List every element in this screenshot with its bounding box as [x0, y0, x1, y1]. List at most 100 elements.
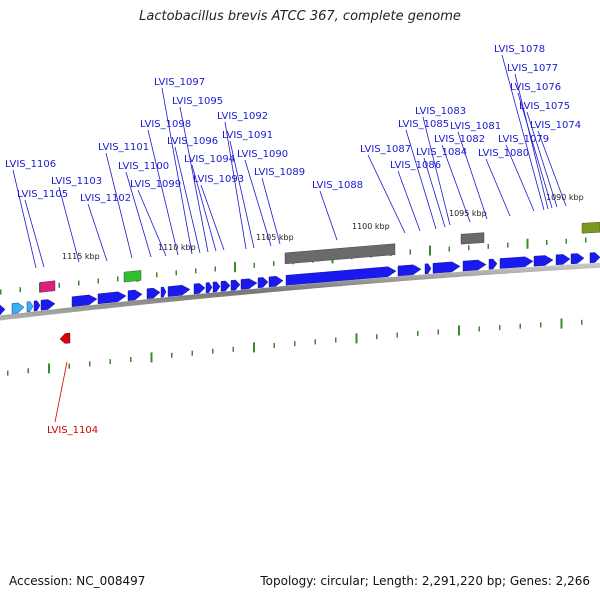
tick-outer: [487, 243, 489, 249]
gene-label: LVIS_1096: [167, 136, 218, 147]
gene-label: LVIS_1093: [193, 174, 244, 185]
label-leader-line: [174, 146, 201, 254]
accession-text: Accession: NC_008497: [9, 574, 146, 588]
gene-label: LVIS_1090: [237, 149, 288, 160]
label-leader-line: [224, 121, 247, 250]
gene-label: LVIS_1092: [217, 111, 268, 122]
forward-gene-arrow: [146, 287, 161, 299]
tick-inner: [335, 337, 337, 343]
tick-outer: [273, 261, 275, 267]
label-leader-line: [137, 189, 167, 257]
forward-gene-arrow: [212, 281, 221, 293]
tick-outer: [58, 282, 60, 288]
forward-gene-arrow: [0, 304, 6, 316]
forward-gene-arrow: [268, 275, 284, 288]
kbp-label: 1100 kbp: [352, 222, 390, 231]
label-leader-line: [367, 154, 406, 234]
gene-label: LVIS_1075: [519, 101, 570, 112]
label-leader-line: [457, 131, 488, 220]
label-leader-line: [501, 54, 545, 211]
forward-gene-arrow: [589, 252, 600, 264]
forward-gene-arrow: [33, 300, 41, 312]
tick-outer: [97, 278, 99, 284]
label-leader-line: [244, 159, 272, 247]
label-leader-line: [147, 129, 179, 256]
forward-gene-arrow: [488, 258, 498, 270]
gene-label: LVIS_1076: [510, 82, 561, 93]
gene-label: LVIS_1086: [390, 160, 441, 171]
kbp-label: 1105 kbp: [256, 233, 294, 242]
tick-outer: [234, 262, 236, 273]
label-leader-line: [161, 87, 193, 255]
gene-label: LVIS_1103: [51, 176, 102, 187]
label-leader-line: [87, 203, 108, 262]
label-leader-line: [24, 199, 45, 268]
forward-gene-arrow: [11, 302, 25, 314]
forward-gene-arrow: [167, 284, 191, 297]
forward-gene-arrow: [26, 301, 34, 313]
forward-gene-arrow: [555, 254, 571, 266]
dark-feature: [284, 243, 396, 265]
tick-inner: [191, 350, 193, 356]
tick-inner: [171, 352, 173, 358]
tick-inner: [417, 330, 419, 336]
tick-inner: [130, 357, 132, 363]
gene-label: LVIS_1104: [47, 425, 98, 436]
tick-inner: [68, 363, 70, 369]
forward-gene-arrow: [424, 263, 432, 275]
label-leader-line: [422, 116, 451, 226]
gene-label: LVIS_1080: [478, 148, 529, 159]
olive-feature: [581, 221, 600, 234]
label-leader-line: [179, 106, 209, 253]
tick-outer: [448, 246, 450, 252]
forward-gene-arrow: [220, 280, 231, 292]
kbp-label: 1090 kbp: [546, 193, 584, 202]
tick-inner: [540, 322, 542, 328]
tick-outer: [546, 239, 548, 245]
forward-gene-arrow: [240, 278, 258, 290]
label-leader-line: [125, 171, 152, 258]
gene-label: LVIS_1087: [360, 144, 411, 155]
tick-inner: [294, 341, 296, 347]
gene-label: LVIS_1089: [254, 167, 305, 178]
tick-inner: [560, 318, 563, 329]
label-leader-line: [229, 140, 255, 249]
genome-stats-text: Topology: circular; Length: 2,291,220 bp…: [260, 574, 590, 588]
label-leader-line: [485, 158, 511, 217]
tick-inner: [48, 363, 50, 374]
forward-gene-arrow: [257, 277, 269, 289]
gene-label: LVIS_1085: [398, 119, 449, 130]
gene-label: LVIS_1101: [98, 142, 149, 153]
tick-inner: [7, 370, 9, 376]
gene-label: LVIS_1105: [17, 189, 68, 200]
gene-label: LVIS_1102: [80, 193, 131, 204]
gene-label: LVIS_1094: [184, 154, 235, 165]
gene-label: LVIS_1083: [415, 106, 466, 117]
tick-outer: [468, 245, 470, 251]
tick-inner: [458, 325, 460, 336]
tick-outer: [195, 268, 197, 274]
tick-outer: [0, 289, 2, 295]
tick-inner: [396, 332, 398, 338]
forward-gene-arrow: [397, 264, 422, 277]
label-leader-line: [12, 169, 37, 269]
tick-outer: [526, 238, 529, 249]
gene-label: LVIS_1098: [140, 119, 191, 130]
reverse-gene-arrow: [59, 332, 71, 344]
forward-gene-arrow: [205, 282, 213, 294]
label-leader-line: [105, 152, 133, 259]
label-leader-line: [505, 144, 535, 212]
label-leader-line: [191, 164, 217, 252]
forward-gene-arrow: [285, 266, 397, 286]
tick-outer: [253, 262, 255, 268]
tick-inner: [499, 325, 501, 331]
tick-outer: [175, 270, 177, 276]
gene-label: LVIS_1077: [507, 63, 558, 74]
forward-gene-arrow: [230, 279, 241, 291]
gene-label: LVIS_1091: [222, 130, 273, 141]
tick-inner: [478, 326, 480, 332]
gene-label: LVIS_1082: [434, 134, 485, 145]
genome-backbone: [0, 262, 600, 321]
label-leader-line: [54, 361, 68, 423]
